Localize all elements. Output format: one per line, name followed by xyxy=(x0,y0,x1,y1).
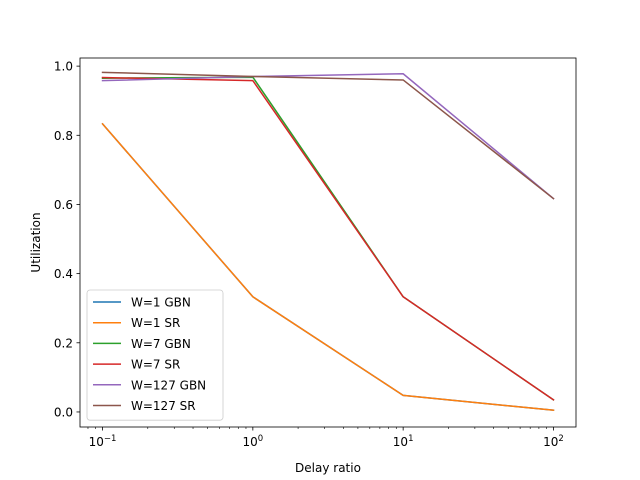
x-axis-label: Delay ratio xyxy=(295,461,361,475)
legend-label-5: W=127 SR xyxy=(131,399,196,413)
y-tick-label-4: 0.8 xyxy=(54,129,73,143)
series-line-4 xyxy=(101,72,555,200)
y-tick-label-1: 0.2 xyxy=(54,336,73,350)
y-axis-label: Utilization xyxy=(29,212,43,272)
x-tick-label-2: 101 xyxy=(393,434,414,449)
x-tick-label-3: 102 xyxy=(543,434,564,449)
legend-label-4: W=127 GBN xyxy=(131,378,206,392)
series-line-1 xyxy=(101,122,555,412)
x-tick-label-1: 100 xyxy=(242,434,263,449)
y-tick-label-5: 1.0 xyxy=(54,60,73,74)
plot-lines xyxy=(101,71,555,412)
plot-frame xyxy=(79,57,577,428)
series-line-5 xyxy=(101,71,555,200)
y-tick-label-2: 0.4 xyxy=(54,267,73,281)
x-tick-label-0: 10−1 xyxy=(89,434,117,449)
legend: W=1 GBN W=1 SR W=7 GBN W=7 SR W=127 GBN W=127… xyxy=(86,289,224,421)
y-tick-label-3: 0.6 xyxy=(54,198,73,212)
y-axis: 0.0 0.2 0.4 0.6 0.8 1.0 xyxy=(54,60,80,419)
y-tick-label-0: 0.0 xyxy=(54,405,73,419)
legend-label-3: W=7 SR xyxy=(131,358,180,372)
x-axis: 10−1 100 101 102 xyxy=(87,427,564,449)
legend-label-2: W=7 GBN xyxy=(131,337,191,351)
legend-label-1: W=1 SR xyxy=(131,316,180,330)
legend-label-0: W=1 GBN xyxy=(131,296,191,310)
